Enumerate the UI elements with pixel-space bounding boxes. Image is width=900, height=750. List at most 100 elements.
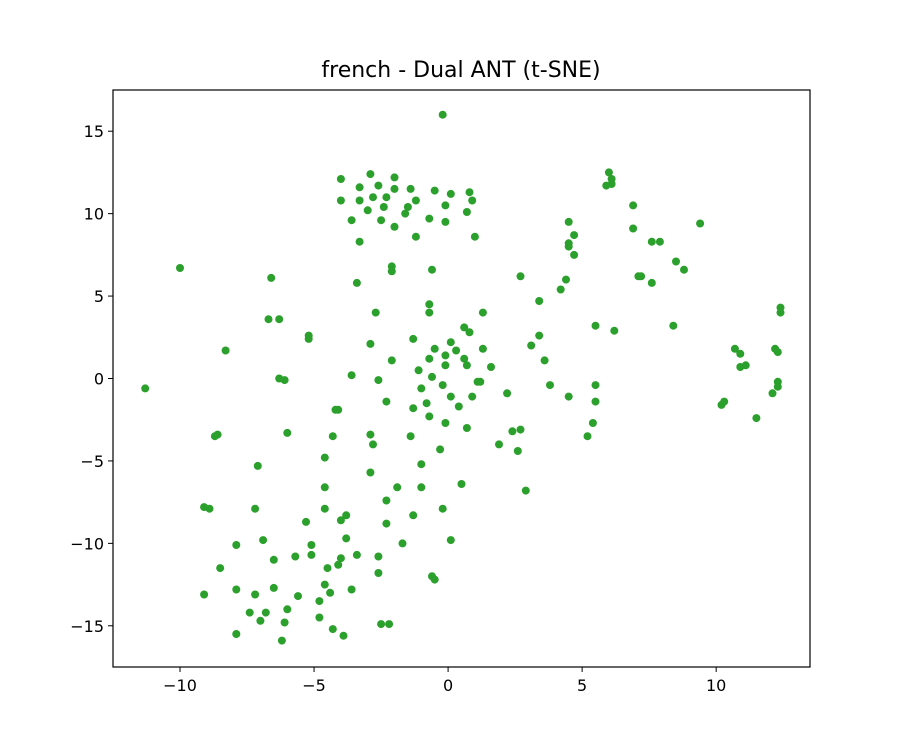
scatter-point bbox=[302, 517, 310, 526]
scatter-point bbox=[275, 315, 284, 324]
scatter-point bbox=[438, 381, 447, 390]
scatter-point bbox=[425, 354, 434, 363]
scatter-point bbox=[446, 392, 455, 401]
scatter-point bbox=[535, 331, 544, 340]
scatter-point bbox=[672, 257, 680, 266]
scatter-point bbox=[366, 468, 375, 477]
scatter-point bbox=[232, 585, 241, 594]
scatter-point bbox=[382, 397, 391, 406]
scatter-point bbox=[374, 376, 383, 385]
scatter-point bbox=[294, 592, 302, 601]
x-tick-label: −10 bbox=[163, 676, 197, 695]
scatter-point bbox=[562, 275, 570, 284]
scatter-point bbox=[371, 308, 380, 317]
scatter-point bbox=[385, 620, 394, 629]
x-axis: −10 −5 0 5 10 bbox=[163, 667, 726, 695]
scatter-point bbox=[521, 486, 530, 495]
scatter-point bbox=[232, 541, 241, 549]
scatter-point bbox=[583, 432, 592, 441]
scatter-point bbox=[540, 356, 549, 365]
scatter-point bbox=[403, 203, 412, 211]
scatter-point bbox=[741, 361, 750, 370]
scatter-point bbox=[425, 300, 434, 309]
scatter-point bbox=[366, 430, 375, 439]
scatter-point bbox=[588, 419, 597, 427]
scatter-point bbox=[390, 222, 399, 231]
scatter-point bbox=[398, 539, 407, 548]
scatter-point bbox=[387, 267, 396, 276]
scatter-point bbox=[438, 504, 447, 513]
scatter-point bbox=[232, 630, 241, 638]
scatter-point bbox=[720, 397, 729, 406]
scatter-point bbox=[347, 371, 356, 380]
scatter-point bbox=[604, 168, 613, 177]
x-tick-label: 5 bbox=[577, 676, 587, 695]
scatter-point bbox=[334, 405, 343, 414]
scatter-point bbox=[304, 334, 313, 343]
scatter-point bbox=[369, 193, 377, 202]
scatter-point bbox=[326, 588, 335, 597]
scatter-point bbox=[259, 536, 268, 545]
scatter-point bbox=[417, 483, 426, 492]
scatter-point bbox=[261, 608, 270, 617]
x-tick-label: −5 bbox=[302, 676, 326, 695]
scatter-point bbox=[425, 412, 434, 421]
scatter-point bbox=[422, 399, 431, 408]
scatter-point bbox=[736, 349, 745, 358]
scatter-point bbox=[460, 323, 469, 332]
scatter-point bbox=[441, 201, 450, 210]
scatter-point bbox=[315, 597, 324, 606]
scatter-point bbox=[406, 184, 415, 193]
scatter-point bbox=[591, 321, 600, 330]
scatter-point bbox=[347, 585, 356, 594]
scatter-point bbox=[283, 428, 292, 437]
scatter-point bbox=[591, 397, 600, 406]
scatter-point bbox=[355, 196, 364, 205]
scatter-point bbox=[374, 552, 383, 561]
scatter-point bbox=[253, 461, 262, 470]
scatter-point bbox=[269, 583, 278, 592]
scatter-point bbox=[425, 308, 434, 317]
scatter-point bbox=[417, 384, 426, 393]
scatter-point bbox=[267, 273, 276, 282]
scatter-point bbox=[647, 237, 656, 246]
scatter-point bbox=[245, 608, 254, 617]
scatter-point bbox=[430, 186, 439, 195]
scatter-point bbox=[205, 504, 214, 513]
scatter-point bbox=[323, 564, 332, 573]
scatter-point bbox=[336, 554, 345, 563]
scatter-point bbox=[251, 590, 260, 599]
scatter-point bbox=[776, 308, 785, 317]
scatter-point bbox=[264, 315, 273, 324]
scatter-point bbox=[436, 445, 445, 454]
scatter-point bbox=[334, 560, 343, 569]
scatter-point bbox=[441, 361, 450, 370]
scatter-point bbox=[462, 361, 471, 370]
scatter-point bbox=[680, 265, 688, 274]
scatter-point bbox=[366, 339, 375, 348]
scatter-point bbox=[655, 237, 664, 246]
scatter-point bbox=[647, 278, 656, 287]
scatter-point bbox=[468, 196, 477, 205]
scatter-point bbox=[570, 250, 579, 259]
scatter-point bbox=[355, 183, 364, 192]
scatter-point bbox=[535, 297, 544, 305]
scatter-point bbox=[352, 550, 361, 559]
scatter-point bbox=[210, 432, 219, 441]
scatter-point bbox=[508, 427, 517, 436]
scatter-point bbox=[462, 424, 471, 432]
scatter-point bbox=[513, 447, 522, 455]
scatter-point bbox=[462, 208, 471, 216]
scatter-point bbox=[336, 196, 345, 205]
scatter-point bbox=[256, 616, 265, 625]
scatter-point bbox=[409, 404, 418, 413]
scatter-point bbox=[320, 580, 329, 589]
scatter-point bbox=[752, 414, 761, 423]
scatter-point bbox=[393, 483, 402, 492]
scatter-point bbox=[336, 175, 345, 183]
scatter-point bbox=[629, 224, 638, 233]
chart-title: french - Dual ANT (t-SNE) bbox=[321, 58, 600, 83]
scatter-point bbox=[457, 480, 466, 488]
scatter-point bbox=[363, 206, 372, 215]
